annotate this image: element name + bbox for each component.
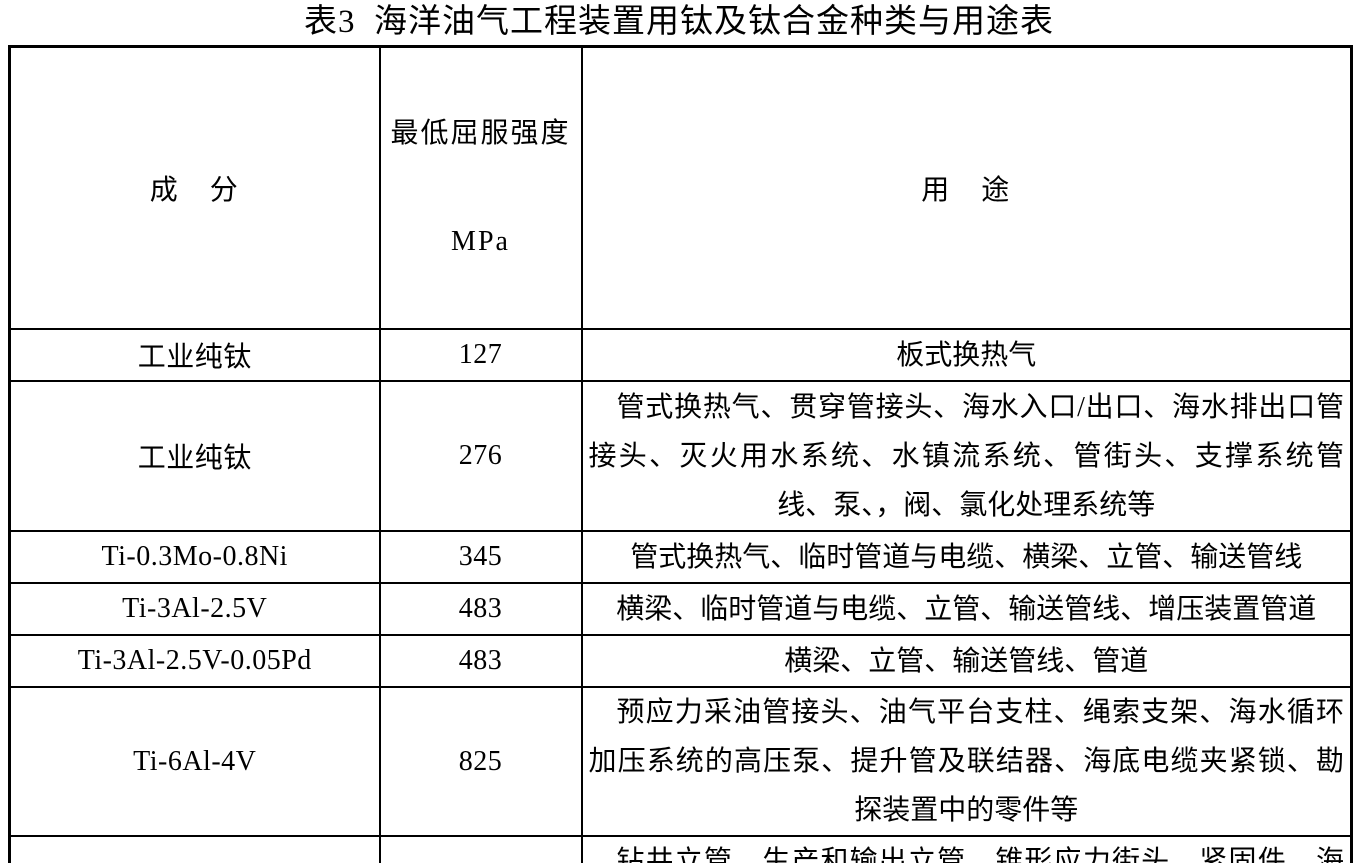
- header-strength-unit: MPa: [451, 226, 510, 257]
- table-row: Ti-0.3Mo-0.8Ni 345 管式换热气、临时管道与电缆、横梁、立管、输…: [8, 530, 1353, 584]
- table-row: Ti-6Al-4V 825 预应力采油管接头、油气平台支柱、绳索支架、海水循环加…: [8, 686, 1353, 837]
- usage-cell: 横梁、临时管道与电缆、立管、输送管线、增压装置管道: [580, 582, 1353, 636]
- usage-cell: 管式换热气、临时管道与电缆、横梁、立管、输送管线: [580, 530, 1353, 584]
- usage-cell: 横梁、立管、输送管线、管道: [580, 634, 1353, 688]
- strength-cell: 825: [378, 686, 583, 837]
- strength-cell: 127: [378, 328, 583, 382]
- usage-cell: 管式换热气、贯穿管接头、海水入口/出口、海水排出口管接头、灭火用水系统、水镇流系…: [580, 380, 1353, 532]
- composition-cell: Ti-3Al-2.5V-0.05Pd: [8, 634, 381, 688]
- strength-cell: 483: [378, 634, 583, 688]
- table-row: 工业纯钛 127 板式换热气: [8, 328, 1353, 382]
- composition-cell: Ti-6Al-4V: [8, 686, 381, 837]
- titanium-alloy-table: 成 分 最低屈服强度 MPa 用 途 工业纯钛 127 板式换热气 工业纯钛 2…: [8, 45, 1353, 863]
- composition-cell: Ti-6Al-4V ELI: [8, 835, 381, 863]
- usage-cell: 预应力采油管接头、油气平台支柱、绳索支架、海水循环加压系统的高压泵、提升管及联结…: [580, 686, 1353, 837]
- composition-cell: 工业纯钛: [8, 380, 381, 532]
- strength-cell: 345: [378, 530, 583, 584]
- header-row: 成 分 最低屈服强度 MPa 用 途: [8, 45, 1353, 330]
- composition-cell: Ti-0.3Mo-0.8Ni: [8, 530, 381, 584]
- table-row: 工业纯钛 276 管式换热气、贯穿管接头、海水入口/出口、海水排出口管接头、灭火…: [8, 380, 1353, 532]
- strength-cell: 483: [378, 582, 583, 636]
- header-strength-label: 最低屈服强度: [390, 118, 571, 149]
- header-strength: 最低屈服强度 MPa: [378, 45, 583, 330]
- table-row: Ti-6Al-4V ELI 759 钻井立管、生产和输出立管、锥形应力街头、紧固…: [8, 835, 1353, 863]
- strength-cell: 759: [378, 835, 583, 863]
- composition-cell: 工业纯钛: [8, 328, 381, 382]
- table-row: Ti-3Al-2.5V-0.05Pd 483 横梁、立管、输送管线、管道: [8, 634, 1353, 688]
- composition-cell: Ti-3Al-2.5V: [8, 582, 381, 636]
- strength-cell: 276: [378, 380, 583, 532]
- table-row: Ti-3Al-2.5V 483 横梁、临时管道与电缆、立管、输送管线、增压装置管…: [8, 582, 1353, 636]
- usage-cell: 钻井立管、生产和输出立管、锥形应力街头、紧固件、海底管道: [580, 835, 1353, 863]
- table-title: 表3 海洋油气工程装置用钛及钛合金种类与用途表: [304, 4, 1054, 40]
- header-usage: 用 途: [580, 45, 1353, 330]
- header-composition: 成 分: [8, 45, 381, 330]
- usage-cell: 板式换热气: [580, 328, 1353, 382]
